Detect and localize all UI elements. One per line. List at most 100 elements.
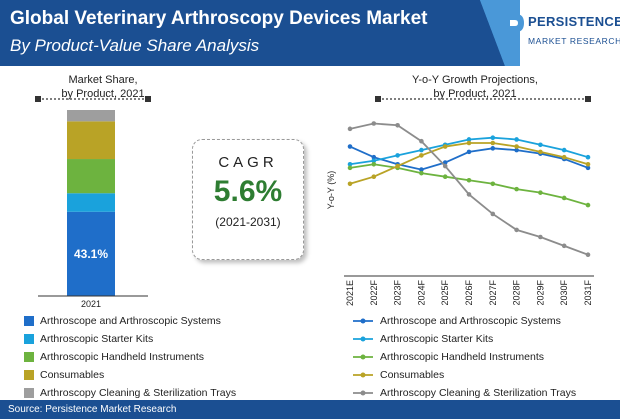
share-title-line-2: by Product, 2021 — [61, 88, 145, 100]
share-legend-item-arthroscopy-cleaning-and-sterilization-trays: Arthroscopy Cleaning & Sterilization Tra… — [24, 384, 236, 402]
series-point-arthroscopy-cleaning-and-sterilization-trays — [347, 126, 353, 132]
series-point-arthroscopic-starter-kits — [395, 153, 400, 158]
series-point-consumables — [466, 140, 472, 146]
series-point-arthroscope-and-arthroscopic-systems — [419, 167, 424, 172]
header-banner: Global Veterinary Arthroscopy Devices Ma… — [0, 0, 620, 66]
series-point-arthroscope-and-arthroscopic-systems — [514, 147, 519, 153]
header-bg-right — [505, 0, 620, 66]
share-stacked-bar-chart: 43.1% 2021 — [35, 96, 151, 309]
legend-label: Arthroscopy Cleaning & Sterilization Tra… — [40, 387, 237, 399]
legend-line-swatch — [353, 354, 373, 360]
bar-segment-consumables — [67, 121, 115, 160]
legend-label: Consumables — [40, 369, 105, 381]
growth-x-tick-label: 2027F — [488, 280, 498, 306]
series-point-consumables — [514, 144, 519, 149]
legend-label: Arthroscopy Cleaning & Sterilization Tra… — [380, 387, 577, 399]
series-point-arthroscope-and-arthroscopic-systems — [347, 144, 353, 149]
series-point-arthroscopic-handheld-instruments — [419, 170, 424, 176]
legend-swatch-marker — [360, 372, 366, 378]
legend-label: Arthroscope and Arthroscopic Systems — [380, 315, 561, 327]
legend-label: Arthroscope and Arthroscopic Systems — [40, 315, 221, 327]
legend-swatch-marker — [360, 390, 366, 396]
legend-line-swatch — [353, 336, 373, 342]
series-point-arthroscopy-cleaning-and-sterilization-trays — [514, 227, 519, 233]
growth-line-chart: 2021E 2022F 2023F 2024F 2025F 2026F 2027F 2028F… — [326, 96, 594, 306]
series-point-consumables — [347, 181, 353, 187]
series-point-arthroscopy-cleaning-and-sterilization-trays — [490, 211, 496, 217]
series-point-consumables — [419, 153, 424, 158]
series-point-consumables — [538, 149, 543, 155]
series-point-arthroscope-and-arthroscopic-systems — [371, 154, 377, 160]
series-point-consumables — [442, 144, 448, 149]
series-point-arthroscopic-starter-kits — [371, 158, 377, 164]
series-point-arthroscopic-handheld-instruments — [561, 195, 567, 201]
share-legend-item-arthroscope-and-arthroscopic-systems: Arthroscope and Arthroscopic Systems — [24, 312, 236, 330]
growth-x-tick-label: 2028F — [512, 280, 522, 306]
legend-label: Arthroscopic Handheld Instruments — [40, 351, 204, 363]
legend-swatch-marker — [360, 318, 366, 324]
legend-swatch — [24, 316, 34, 326]
legend-line-swatch — [353, 372, 373, 378]
growth-title-underline-cap-left — [375, 96, 381, 102]
growth-title-line-1: Y-o-Y Growth Projections, — [412, 74, 538, 86]
growth-legend-item-consumables: Consumables — [352, 366, 576, 384]
series-point-arthroscope-and-arthroscopic-systems — [490, 146, 496, 151]
chart-title: Global Veterinary Arthroscopy Devices Ma… — [10, 8, 428, 29]
share-legend-item-arthroscopic-starter-kits: Arthroscopic Starter Kits — [24, 330, 236, 348]
series-point-arthroscopy-cleaning-and-sterilization-trays — [419, 138, 424, 144]
header-bg-dark — [0, 0, 505, 66]
cagr-callout: CAGR 5.6% (2021-2031) — [192, 139, 304, 260]
cagr-period: (2021-2031) — [215, 215, 281, 229]
series-point-arthroscope-and-arthroscopic-systems — [585, 165, 591, 171]
chart-subtitle: By Product-Value Share Analysis — [10, 36, 260, 55]
growth-title-line-2: by Product, 2021 — [433, 88, 517, 100]
cagr-label: CAGR — [218, 154, 278, 171]
series-point-arthroscopic-handheld-instruments — [538, 190, 543, 195]
header-background — [0, 0, 620, 66]
cagr-value: 5.6% — [213, 175, 283, 208]
logo-text-main: PERSISTENCE — [528, 14, 620, 29]
company-logo: PERSISTENCE MARKET RESEARCH — [500, 8, 620, 60]
series-point-arthroscopic-handheld-instruments — [371, 161, 377, 167]
series-point-consumables — [395, 163, 400, 169]
share-legend-item-consumables: Consumables — [24, 366, 236, 384]
series-point-arthroscopic-starter-kits — [490, 135, 496, 140]
series-point-arthroscopic-starter-kits — [585, 154, 591, 160]
growth-x-tick-label: 2026F — [464, 280, 474, 306]
legend-line-swatch — [353, 318, 373, 324]
share-legend-item-arthroscopic-handheld-instruments: Arthroscopic Handheld Instruments — [24, 348, 236, 366]
series-point-arthroscopic-handheld-instruments — [347, 165, 353, 171]
series-point-arthroscopy-cleaning-and-sterilization-trays — [395, 122, 400, 128]
series-point-arthroscopic-starter-kits — [561, 147, 567, 153]
series-point-arthroscopic-handheld-instruments — [514, 186, 519, 192]
growth-x-tick-label: 2031F — [583, 280, 593, 306]
bar-data-label: 43.1% — [74, 247, 108, 261]
series-point-arthroscopy-cleaning-and-sterilization-trays — [442, 163, 448, 169]
legend-label: Arthroscopic Handheld Instruments — [380, 351, 544, 363]
legend-swatch — [24, 352, 34, 362]
growth-x-tick-label: 2023F — [393, 280, 403, 306]
series-point-consumables — [490, 140, 496, 146]
legend-swatch-marker — [360, 354, 366, 360]
legend-label: Consumables — [380, 369, 445, 381]
series-point-consumables — [561, 154, 567, 160]
share-chart-title: Market Share, by Product, 2021 — [28, 73, 178, 101]
legend-label: Arthroscopic Starter Kits — [380, 333, 494, 345]
growth-x-tick-label: 2025F — [440, 280, 450, 306]
legend-swatch — [24, 370, 34, 380]
legend-label: Arthroscopic Starter Kits — [40, 333, 154, 345]
series-point-arthroscopic-handheld-instruments — [466, 177, 472, 183]
growth-legend-item-arthroscopic-handheld-instruments: Arthroscopic Handheld Instruments — [352, 348, 576, 366]
bar-segment-arthroscope-and-arthroscopic-systems — [67, 211, 115, 296]
series-point-arthroscopy-cleaning-and-sterilization-trays — [561, 243, 567, 249]
series-point-arthroscopic-starter-kits — [466, 137, 472, 142]
series-line-consumables — [349, 142, 589, 185]
legend-line-swatch — [353, 390, 373, 396]
series-point-arthroscopic-handheld-instruments — [585, 202, 591, 208]
growth-title-underline-cap-right — [585, 96, 591, 102]
growth-x-tick-label: 2024F — [416, 280, 426, 306]
growth-x-tick-label: 2030F — [559, 280, 569, 306]
series-point-arthroscopy-cleaning-and-sterilization-trays — [466, 192, 472, 197]
growth-x-tick-label: 2029F — [535, 280, 545, 306]
growth-x-tick-label: 2022F — [369, 280, 379, 306]
